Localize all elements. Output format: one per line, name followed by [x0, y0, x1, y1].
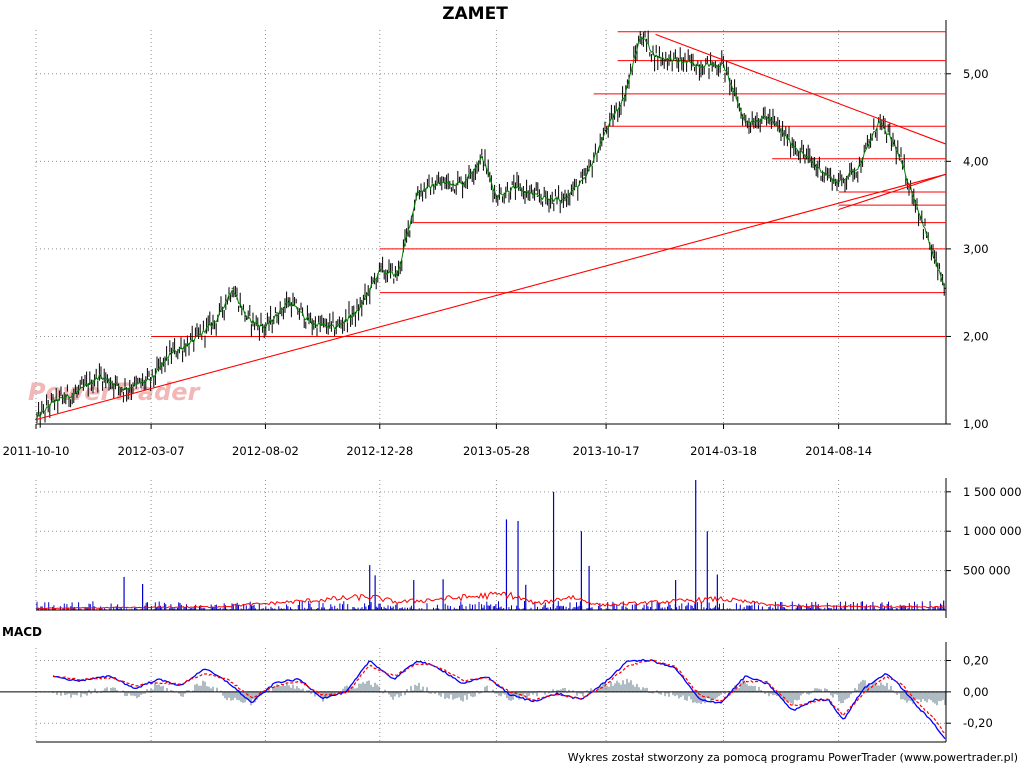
- price-point-1: [52, 401, 54, 403]
- price-point-22: [495, 195, 498, 197]
- price-point-9: [231, 287, 233, 289]
- price-x-tick-label-4: 2013-05-28: [463, 444, 530, 458]
- volume-grid: [35, 480, 946, 610]
- price-x-tick-label-5: 2013-10-17: [573, 444, 640, 458]
- price-y-tick-label-2: 3,00: [963, 242, 989, 256]
- trendline-1: [655, 33, 946, 145]
- price-point-20: [462, 182, 464, 184]
- volume-average-line: [37, 591, 946, 610]
- price-point-31: [675, 60, 677, 62]
- price-point-26: [584, 178, 586, 180]
- price-point-28: [624, 95, 626, 97]
- trendline-2: [838, 173, 946, 211]
- support-resistance-lines: [151, 31, 946, 337]
- price-point-6: [169, 353, 172, 355]
- macd-y-tick-label-0: -0,20: [963, 716, 993, 730]
- price-point-39: [858, 165, 861, 167]
- price-grid: [35, 30, 946, 425]
- price-y-tick-label-4: 5,00: [963, 67, 989, 81]
- price-point-10: [247, 318, 249, 320]
- price-point-41: [893, 143, 895, 145]
- price-x-tick-label-7: 2014-08-14: [805, 444, 872, 458]
- price-point-11: [264, 327, 267, 329]
- price-point-44: [933, 257, 935, 259]
- price-point-37: [814, 165, 817, 167]
- volume-bars: [36, 480, 946, 610]
- price-point-24: [536, 195, 538, 197]
- macd-y-tick-label-2: 0,20: [963, 654, 989, 668]
- price-point-12: [288, 300, 290, 303]
- price-point-4: [123, 388, 125, 390]
- price-point-43: [922, 222, 924, 224]
- price-point-27: [605, 130, 607, 132]
- macd-panel-title: MACD: [2, 625, 42, 639]
- signal-line: [52, 659, 946, 734]
- price-point-38: [838, 182, 840, 184]
- chart-title: ZAMET: [442, 4, 508, 24]
- price-point-5: [150, 379, 152, 381]
- price-point-3: [99, 375, 101, 377]
- price-point-33: [722, 64, 725, 66]
- price-x-tick-label-1: 2012-03-07: [118, 444, 185, 458]
- price-point-42: [909, 187, 912, 189]
- price-point-19: [438, 182, 440, 184]
- volume-bars-daily: [36, 601, 945, 610]
- price-point-40: [878, 121, 880, 123]
- volume-axes: 500 000 1 000 000 1 500 000: [36, 478, 1022, 618]
- price-point-36: [791, 143, 793, 145]
- vol-y-tick-label-1: 1 000 000: [963, 524, 1022, 538]
- macd-series: [0, 658, 946, 740]
- price-point-7: [192, 340, 195, 342]
- price-x-tick-label-0: 2011-10-10: [3, 444, 70, 458]
- price-point-15: [358, 309, 360, 311]
- price-point-32: [698, 64, 701, 66]
- price-point-17: [396, 274, 399, 276]
- vol-y-tick-label-0: 500 000: [963, 564, 1011, 578]
- trendlines: [35, 33, 946, 421]
- price-candles: [36, 30, 945, 428]
- macd-histogram: [52, 678, 946, 706]
- price-line: [36, 37, 945, 419]
- price-point-8: [216, 318, 219, 320]
- price-point-16: [379, 270, 381, 272]
- price-y-tick-label-3: 4,00: [963, 154, 989, 168]
- trendline-0: [35, 173, 946, 421]
- price-y-tick-label-1: 2,00: [963, 329, 989, 343]
- macd-y-tick-label-1: 0,00: [963, 685, 989, 699]
- price-x-tick-label-3: 2012-12-28: [346, 444, 413, 458]
- price-point-25: [560, 200, 562, 202]
- price-point-14: [335, 327, 337, 329]
- price-y-tick-label-0: 1,00: [963, 417, 989, 431]
- price-point-18: [417, 191, 419, 193]
- vol-y-tick-label-2: 1 500 000: [963, 485, 1022, 499]
- macd-grid: [35, 648, 946, 742]
- macd-axes: -0,20 0,00 0,20: [36, 642, 993, 743]
- price-point-35: [767, 116, 769, 119]
- price-x-tick-label-6: 2014-03-18: [690, 444, 757, 458]
- price-point-34: [744, 121, 746, 123]
- price-axes: 2011-10-10 2012-03-07 2012-08-02 2012-12-28…: [3, 20, 989, 458]
- price-series: [35, 30, 946, 428]
- price-point-23: [513, 187, 515, 189]
- price-x-tick-label-2: 2012-08-02: [232, 444, 299, 458]
- price-point-13: [311, 322, 313, 324]
- price-point-29: [640, 33, 642, 35]
- macd-line: [52, 658, 946, 740]
- price-point-2: [75, 392, 77, 394]
- price-point-30: [654, 55, 657, 57]
- price-point-21: [481, 156, 484, 158]
- footer-credit: Wykres został stworzony za pomocą progra…: [568, 751, 1018, 764]
